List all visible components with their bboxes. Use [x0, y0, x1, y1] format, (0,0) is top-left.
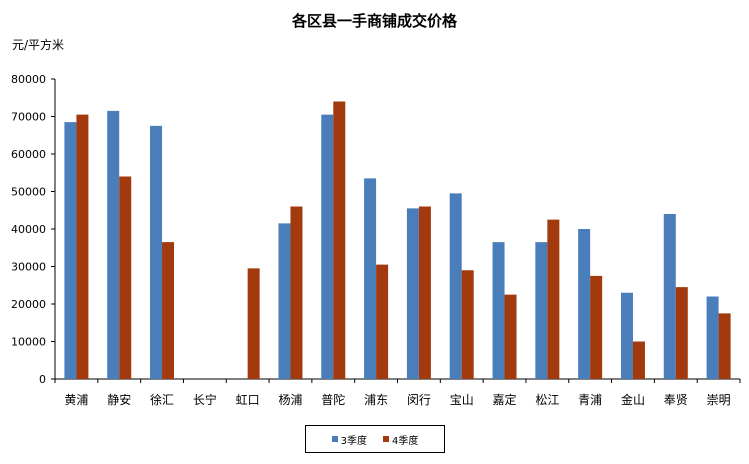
y-tick-label: 70000 [11, 111, 46, 124]
x-category-label: 嘉定 [493, 392, 517, 407]
x-category-label: 崇明 [707, 393, 731, 407]
bar-series-1 [321, 114, 334, 379]
bar-series-2 [290, 206, 303, 379]
y-tick-label: 40000 [11, 223, 46, 236]
y-tick-labels: 0 10000 20000 30000 40000 50000 60000 70000 8000… [11, 73, 46, 386]
x-category-label: 宝山 [450, 393, 474, 407]
bar-series-1 [150, 125, 163, 379]
legend-item-series-1: 3季度 [331, 432, 367, 447]
y-tick-label: 80000 [11, 73, 46, 86]
bar-series-2 [504, 294, 517, 379]
x-category-label: 徐汇 [150, 392, 174, 407]
bar-series-2 [119, 176, 132, 379]
bar-series-2 [590, 275, 603, 379]
bar-series-1 [107, 110, 120, 379]
bar-series-2 [418, 206, 431, 379]
bar-series-1 [535, 242, 548, 379]
bar-series-2 [461, 270, 474, 379]
y-tick-label: 50000 [11, 186, 46, 199]
bar-series-2 [247, 268, 260, 379]
bar-series-1 [620, 292, 633, 379]
x-category-label: 静安 [107, 392, 131, 407]
y-tick-label: 60000 [11, 148, 46, 161]
bar-series-1 [406, 208, 419, 379]
bar-series-2 [632, 341, 645, 379]
bar-series-1 [64, 122, 77, 379]
bar-series-1 [663, 214, 676, 379]
bar-series-2 [333, 101, 346, 379]
chart-title: 各区县一手商铺成交价格 [291, 12, 457, 30]
x-category-label: 松江 [535, 393, 559, 407]
legend-label-series-1: 3季度 [340, 435, 367, 447]
y-tick-label: 10000 [11, 336, 46, 349]
bar-series-2 [675, 287, 688, 379]
bar-series-2 [162, 242, 175, 379]
legend-label-series-2: 4季度 [392, 435, 419, 447]
legend-swatch-series-1 [331, 436, 338, 442]
x-category-label: 虹口 [236, 393, 260, 407]
bar-series-1 [364, 178, 377, 379]
bar-series-2 [547, 219, 560, 379]
legend: 3季度 4季度 [305, 425, 445, 453]
bar-series-1 [449, 193, 462, 379]
bar-series-2 [376, 264, 389, 379]
x-category-label: 青浦 [578, 393, 602, 407]
x-category-label: 杨浦 [278, 392, 302, 407]
x-category-label: 普陀 [321, 392, 345, 407]
x-category-label: 长宁 [193, 392, 217, 407]
y-tick-label: 20000 [11, 298, 46, 311]
bar-series-2 [718, 313, 731, 379]
bar-series-1 [578, 229, 591, 379]
x-category-label: 浦东 [364, 393, 388, 407]
x-category-labels: 黄浦 静安 徐汇 长宁 虹口 杨浦 普陀 浦东 闵行 宝山 嘉定 松江 青浦 金山 奉贤 崇明 [64, 392, 730, 407]
bar-series-1 [706, 296, 719, 379]
y-axis-label: 元/平方米 [12, 38, 65, 52]
legend-swatch-series-2 [383, 436, 389, 442]
y-tick-label: 0 [39, 373, 46, 386]
bar-series-2 [76, 114, 89, 379]
x-category-label: 奉贤 [664, 393, 688, 407]
y-tick-label: 30000 [11, 261, 46, 274]
x-category-label: 黄浦 [64, 393, 88, 407]
x-category-label: 金山 [621, 392, 645, 407]
bars [64, 101, 731, 379]
x-category-label: 闵行 [407, 392, 431, 407]
bar-series-1 [278, 223, 291, 379]
bar-series-1 [492, 242, 505, 379]
legend-item-series-2: 4季度 [383, 432, 418, 447]
